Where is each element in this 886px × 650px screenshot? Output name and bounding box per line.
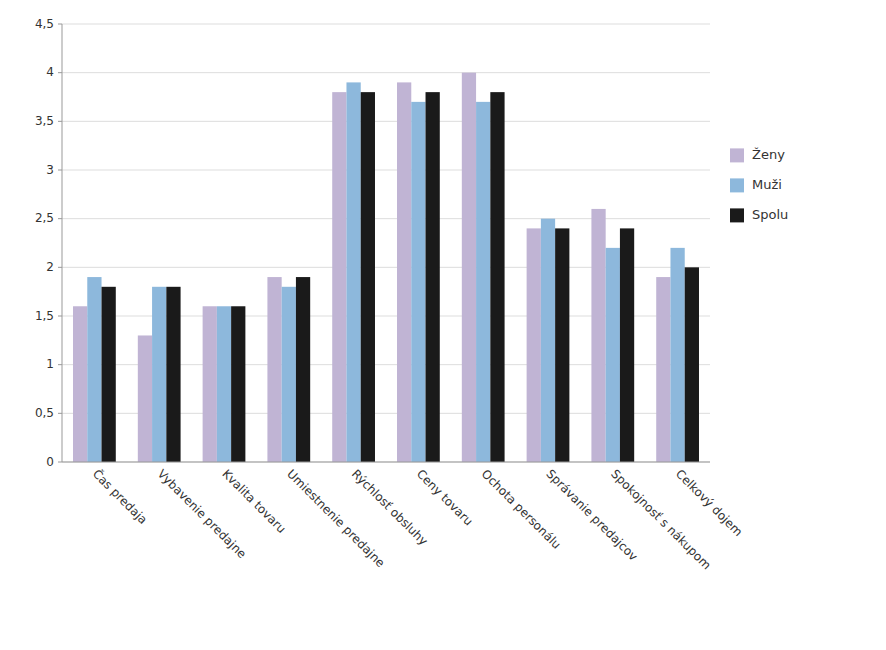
bar	[152, 287, 166, 462]
bar	[555, 228, 569, 462]
y-tick-label: 3	[46, 163, 54, 177]
bar	[87, 277, 101, 462]
bar	[217, 306, 231, 462]
y-axis: 0 0,5 1 1,5 2 2,5 3 3,5 4 4,5	[35, 17, 62, 469]
y-tick-label: 0	[46, 455, 54, 469]
bar	[411, 102, 425, 462]
bar	[426, 92, 440, 462]
x-tick-label: Kvalita tovaru	[219, 467, 288, 536]
legend-swatch	[730, 148, 744, 162]
page: {"chart_data": {"type": "bar", "categori…	[0, 0, 886, 650]
y-tick-label: 4,5	[35, 17, 54, 31]
bar	[397, 82, 411, 462]
grid-line	[62, 72, 710, 73]
y-tick	[58, 24, 62, 25]
bar	[203, 306, 217, 462]
bar	[490, 92, 504, 462]
y-tick-label: 2	[46, 260, 54, 274]
bar	[282, 287, 296, 462]
bar	[541, 219, 555, 462]
y-tick-label: 1	[46, 357, 54, 371]
y-tick	[58, 121, 62, 122]
bar	[73, 306, 87, 462]
y-tick-label: 2,5	[35, 211, 54, 225]
y-tick	[58, 267, 62, 268]
y-tick	[58, 364, 62, 365]
grid-line	[62, 462, 710, 463]
bar	[361, 92, 375, 462]
y-tick	[58, 316, 62, 317]
bar	[296, 277, 310, 462]
x-tick-label: Čas predaja	[90, 466, 151, 527]
x-axis-line	[62, 462, 710, 463]
legend-swatch	[730, 178, 744, 192]
y-tick	[58, 170, 62, 171]
x-tick-label: Celkový dojem	[673, 467, 745, 539]
y-tick-label: 1,5	[35, 309, 54, 323]
grid-line	[62, 121, 710, 122]
y-tick	[58, 218, 62, 219]
bar	[166, 287, 180, 462]
bar	[606, 248, 620, 462]
y-tick	[58, 72, 62, 73]
bar	[685, 267, 699, 462]
bar	[102, 287, 116, 462]
grid	[62, 24, 710, 462]
legend-label: Spolu	[752, 207, 788, 222]
legend-swatch	[730, 208, 744, 222]
bar	[620, 228, 634, 462]
bar	[231, 306, 245, 462]
grid-line	[62, 24, 710, 25]
bar	[527, 228, 541, 462]
y-tick-label: 0,5	[35, 406, 54, 420]
chart: 0 0,5 1 1,5 2 2,5 3 3,5 4 4,5 Čas predajaVybavenie…	[0, 0, 886, 650]
bar	[267, 277, 281, 462]
bar	[462, 73, 476, 462]
legend-label: Muži	[752, 177, 782, 192]
y-tick	[58, 462, 62, 463]
bar	[332, 92, 346, 462]
x-axis: Čas predajaVybavenie predajneKvalita tov…	[90, 466, 746, 572]
bars	[73, 73, 699, 462]
grid-line	[62, 218, 710, 219]
y-tick-label: 4	[46, 65, 54, 79]
legend-label: Ženy	[752, 147, 785, 162]
y-tick-label: 3,5	[35, 114, 54, 128]
bar	[138, 335, 152, 462]
bar	[476, 102, 490, 462]
y-axis-line	[62, 24, 63, 462]
x-tick-label: Ceny tovaru	[414, 467, 476, 529]
legend: Ženy Muži Spolu	[730, 147, 788, 223]
bar	[591, 209, 605, 462]
bar	[656, 277, 670, 462]
bar	[346, 82, 360, 462]
bar	[670, 248, 684, 462]
grid-line	[62, 170, 710, 171]
y-tick	[58, 413, 62, 414]
